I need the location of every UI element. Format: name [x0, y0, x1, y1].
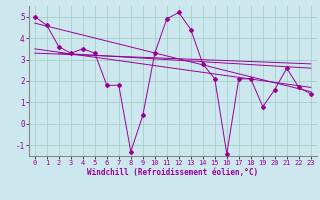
X-axis label: Windchill (Refroidissement éolien,°C): Windchill (Refroidissement éolien,°C) — [87, 168, 258, 177]
